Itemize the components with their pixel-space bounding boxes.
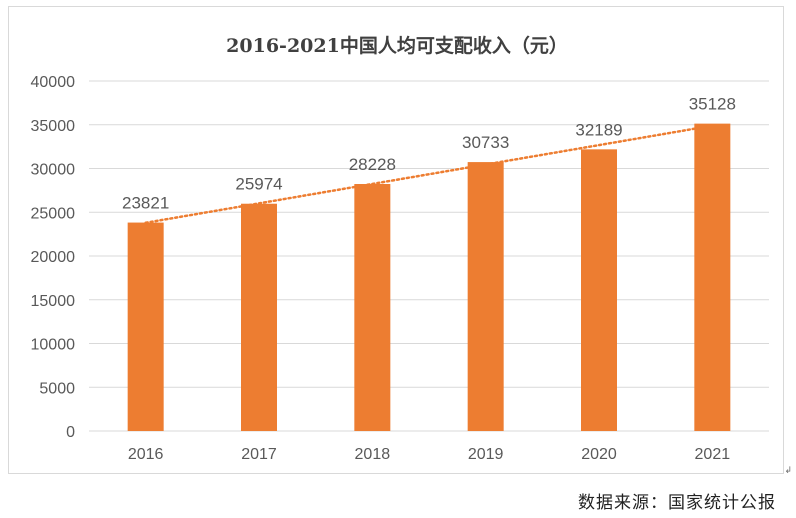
y-tick-label: 20000 [31,249,76,266]
chart-frame: 2016-2021中国人均可支配收入（元） 0 5000 10000 15000 200… [8,6,784,474]
bar [467,162,504,431]
data-label: 25974 [235,175,282,194]
y-tick-label: 0 [66,424,75,441]
data-label: 30733 [462,133,509,152]
data-label: 23821 [122,194,169,213]
x-tick-label: 2021 [695,446,731,463]
x-tick-label: 2016 [128,446,164,463]
y-tick-label: 15000 [31,293,76,310]
y-tick-label: 40000 [31,74,76,91]
bar [694,123,731,431]
x-tick-label: 2017 [241,446,277,463]
bar [581,149,617,431]
trendline [144,124,714,225]
chart-title: 2016-2021中国人均可支配收入（元） [226,35,568,57]
bar [241,203,277,431]
x-tick-label: 2019 [468,446,504,463]
bar-chart: 0 5000 10000 15000 20000 25000 30000 35000 40000… [31,74,769,463]
data-label: 28228 [349,155,396,174]
bar [354,184,391,431]
paragraph-mark-icon: ↲ [784,466,792,476]
y-tick-label: 35000 [31,118,76,135]
y-tick-label: 10000 [31,337,76,354]
y-tick-label: 25000 [31,205,76,222]
data-label: 32189 [575,120,622,139]
data-label: 35128 [689,95,736,114]
bar [127,222,164,431]
x-tick-label: 2020 [581,446,617,463]
data-source-note: 数据来源：国家统计公报 [578,493,776,513]
y-tick-label: 30000 [31,162,76,179]
y-tick-label: 5000 [39,380,75,397]
x-tick-label: 2018 [355,446,391,463]
